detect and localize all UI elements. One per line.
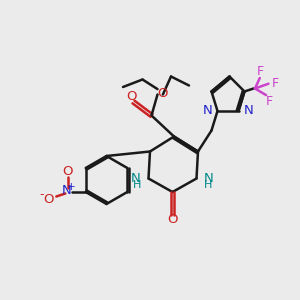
Text: F: F bbox=[266, 95, 273, 108]
Text: N: N bbox=[62, 184, 72, 197]
Text: N: N bbox=[204, 172, 214, 185]
Text: O: O bbox=[43, 193, 53, 206]
Text: O: O bbox=[167, 213, 178, 226]
Text: F: F bbox=[257, 65, 264, 78]
Text: N: N bbox=[202, 104, 212, 118]
Text: O: O bbox=[126, 90, 137, 103]
Text: F: F bbox=[272, 76, 279, 90]
Text: O: O bbox=[158, 87, 168, 101]
Text: -: - bbox=[39, 188, 43, 202]
Text: O: O bbox=[62, 165, 73, 178]
Text: H: H bbox=[133, 180, 141, 190]
Text: H: H bbox=[204, 180, 212, 190]
Text: N: N bbox=[131, 172, 141, 185]
Text: +: + bbox=[67, 182, 76, 192]
Text: N: N bbox=[244, 104, 254, 118]
